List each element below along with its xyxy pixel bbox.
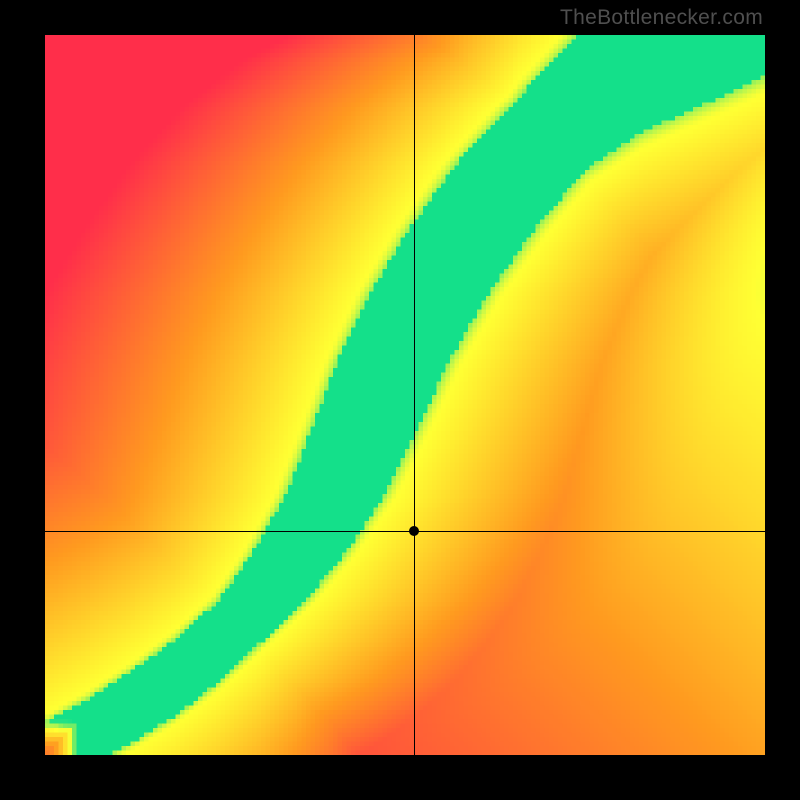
chart-frame: TheBottlenecker.com xyxy=(0,0,800,800)
crosshair-horizontal xyxy=(45,531,765,532)
heatmap-plot-area xyxy=(45,35,765,755)
crosshair-vertical xyxy=(414,35,415,755)
selection-marker xyxy=(409,526,419,536)
heatmap-canvas xyxy=(45,35,765,755)
watermark-text: TheBottlenecker.com xyxy=(560,6,763,30)
